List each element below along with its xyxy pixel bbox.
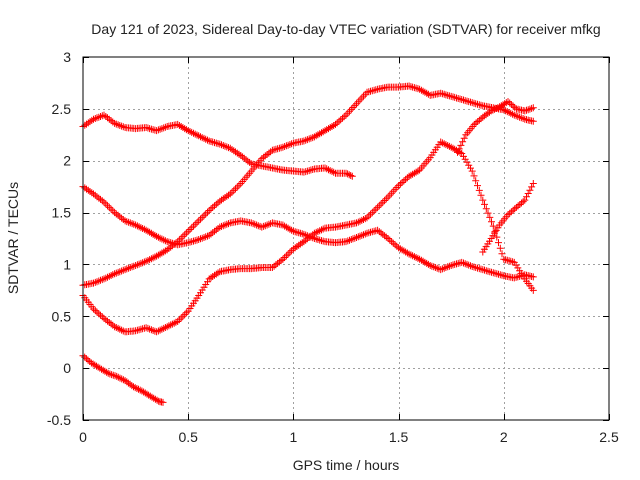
chart-title: Day 121 of 2023, Sidereal Day-to-day VTE… [91,21,600,37]
scatter-markers [454,98,537,156]
y-tick-label: 2.5 [52,101,72,117]
series-track-5 [454,98,537,156]
x-tick-label: 0 [79,429,87,445]
series-track-6 [479,180,537,256]
y-tick-label: 0.5 [52,308,72,324]
y-tick-label: 1 [63,256,71,272]
plot-frame [82,56,610,421]
y-axis-label: SDTVAR / TECUs [5,182,21,294]
x-axis-label: GPS time / hours [293,457,400,473]
tick-labels: 0 0.5 1 1.5 2 2.5 -0.5 0 0.5 1 1.5 2 2.5 3 [47,49,619,445]
y-tick-label: 2 [63,153,71,169]
grid-lines [83,57,609,420]
y-tick-label: 1.5 [52,205,72,221]
x-tick-label: 1 [290,429,298,445]
y-tick-label: -0.5 [47,412,71,428]
x-tick-label: 1.5 [389,429,409,445]
y-tick-label: 3 [63,49,71,65]
scatter-markers [479,180,537,256]
x-tick-label: 2 [500,429,508,445]
x-tick-label: 0.5 [178,429,198,445]
y-tick-label: 0 [63,360,71,376]
x-tick-label: 2.5 [599,429,619,445]
data-points [79,82,537,406]
